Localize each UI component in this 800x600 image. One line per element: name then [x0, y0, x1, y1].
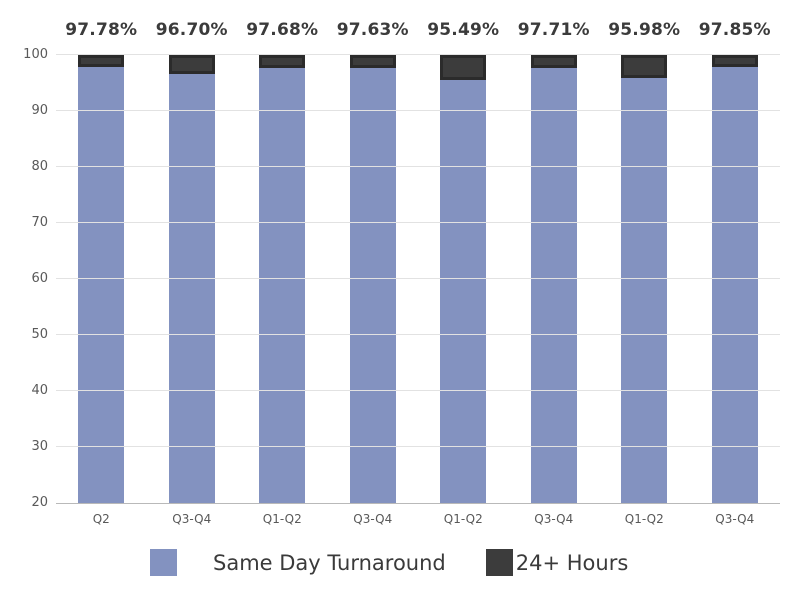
bar-stack [78, 55, 125, 503]
y-axis-tick-label: 40 [31, 383, 48, 398]
bar-slot [147, 55, 238, 503]
bar-segment-same-day-turnaround [349, 68, 396, 503]
y-axis-tick-label: 100 [23, 47, 48, 62]
legend-swatch-24-hours [485, 549, 513, 576]
bar-stack [530, 55, 577, 503]
bar-value-label: 95.49% [427, 20, 500, 40]
bar-segment-same-day-turnaround [621, 77, 668, 503]
gridline [56, 222, 780, 223]
bar-stack [711, 55, 758, 503]
bar-segment-same-day-turnaround [530, 67, 577, 503]
x-axis-tick-label: Q1-Q2 [624, 512, 664, 526]
bar-slot [690, 55, 781, 503]
bar-segment-24-hours [621, 55, 668, 78]
bar-segment-same-day-turnaround [78, 67, 125, 503]
y-axis-tick-label: 90 [31, 103, 48, 118]
bar-stack [349, 55, 396, 503]
bar-value-label: 97.85% [698, 20, 771, 40]
bar-segment-24-hours [349, 55, 396, 69]
y-axis-tick-label: 30 [31, 439, 48, 454]
x-axis-tick-label: Q3-Q4 [534, 512, 574, 526]
x-axis-line [56, 503, 780, 504]
bar-stack [259, 55, 306, 503]
gridline [56, 166, 780, 167]
plot-area: 20 30 40 50 60 70 80 90 100 [23, 47, 780, 510]
bar-value-label: 95.98% [608, 20, 681, 40]
gridline [56, 278, 780, 279]
bar-slot [509, 55, 600, 503]
bar-value-label: 97.68% [246, 20, 319, 40]
x-axis-tick-label: Q1-Q2 [262, 512, 302, 526]
y-axis-tick-label: 60 [31, 271, 48, 286]
bar-value-labels-row: 97.78% 96.70% 97.68% 97.63% 95.49% 97.71% 95.9… [56, 20, 780, 40]
bar-segment-24-hours [168, 55, 215, 74]
bar-segment-same-day-turnaround [440, 80, 487, 503]
bar-slot [328, 55, 419, 503]
gridline [56, 390, 780, 391]
bar-segment-same-day-turnaround [168, 73, 215, 503]
bar-value-label: 97.63% [336, 20, 409, 40]
gridline [56, 54, 780, 55]
bar-value-label: 96.70% [155, 20, 228, 40]
y-axis-tick-label: 50 [31, 327, 48, 342]
bar-segment-24-hours [440, 55, 487, 81]
x-axis-tick-label: Q3-Q4 [715, 512, 755, 526]
bar-slot [599, 55, 690, 503]
bar-segment-24-hours [78, 55, 125, 68]
bar-segment-same-day-turnaround [711, 67, 758, 503]
y-axis-tick-label: 20 [31, 495, 48, 510]
bar-value-label: 97.71% [517, 20, 590, 40]
bar-slot [418, 55, 509, 503]
y-axis-tick-label: 80 [31, 159, 48, 174]
legend: Same Day Turnaround 24+ Hours [150, 549, 628, 576]
bar-segment-24-hours [259, 55, 306, 68]
bar-stack [440, 55, 487, 503]
bar-segment-24-hours [711, 55, 758, 67]
x-axis-tick-label: Q2 [92, 512, 110, 526]
bar-stack [168, 55, 215, 503]
bar-slot [237, 55, 328, 503]
x-axis-tick-label: Q1-Q2 [443, 512, 483, 526]
legend-swatch-same-day-turnaround [150, 549, 177, 576]
bar-value-label: 97.78% [65, 20, 138, 40]
gridline [56, 446, 780, 447]
bars-row [56, 55, 780, 503]
gridline [56, 334, 780, 335]
bar-stack [621, 55, 668, 503]
bar-segment-same-day-turnaround [259, 68, 306, 503]
x-axis-tick-label: Q3-Q4 [172, 512, 212, 526]
bar-slot [56, 55, 147, 503]
legend-label-24-hours: 24+ Hours [515, 550, 629, 575]
legend-item-24-hours: 24+ Hours [485, 549, 629, 576]
y-axis-tick-label: 70 [31, 215, 48, 230]
x-axis-tick-label: Q3-Q4 [353, 512, 393, 526]
x-axis-labels-row: Q2 Q3-Q4 Q1-Q2 Q3-Q4 Q1-Q2 Q3-Q4 Q1-Q2 Q3-Q4 [56, 512, 780, 526]
bar-segment-24-hours [530, 55, 577, 68]
gridline [56, 110, 780, 111]
legend-label-same-day-turnaround: Same Day Turnaround [213, 550, 446, 575]
